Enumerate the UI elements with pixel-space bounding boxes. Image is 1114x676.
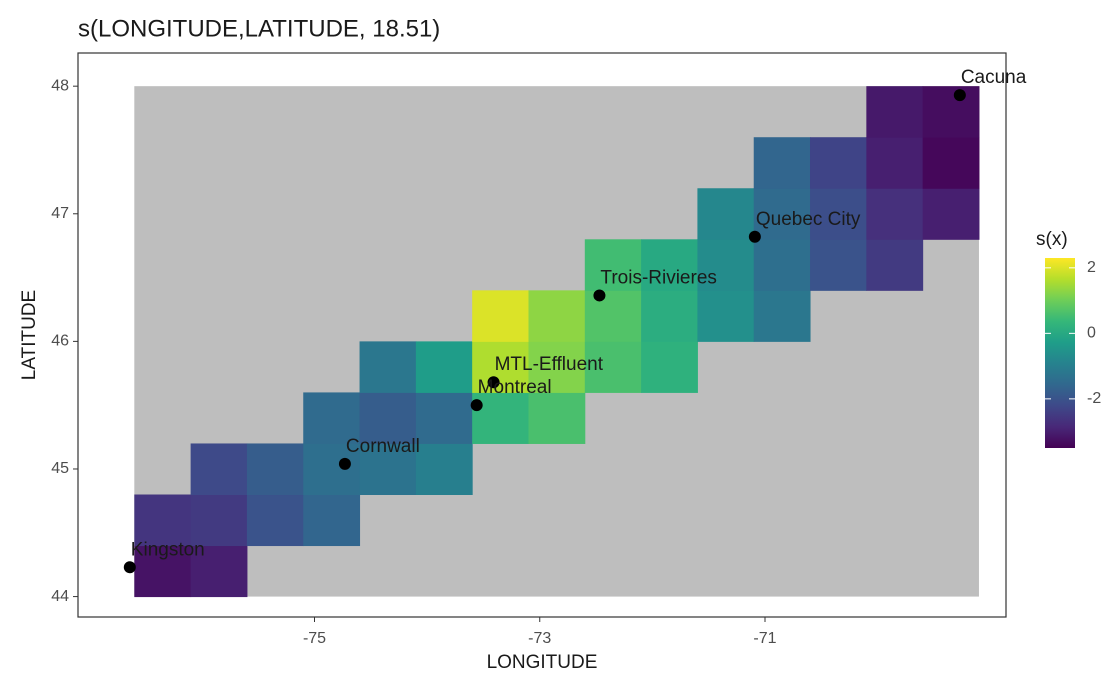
tile: [472, 392, 529, 444]
point: [748, 230, 761, 243]
point: [123, 561, 136, 574]
colorbar-label: 2: [1087, 259, 1096, 276]
tile: [415, 341, 473, 393]
colorbar-label: 0: [1087, 325, 1096, 342]
tile: [753, 137, 811, 189]
tile: [753, 188, 811, 240]
colorbar-label: -2: [1087, 390, 1101, 407]
y-axis-label: LATITUDE: [19, 290, 40, 380]
point: [487, 376, 500, 389]
y-tick-label: 45: [51, 460, 69, 477]
tile: [584, 341, 642, 393]
tile: [922, 86, 980, 138]
x-tick-label: -75: [303, 630, 326, 647]
tile: [472, 290, 529, 342]
tile: [641, 290, 698, 342]
tile: [810, 137, 867, 189]
tile: [866, 86, 924, 138]
y-tick-label: 46: [51, 333, 69, 350]
y-tick-label: 47: [51, 205, 69, 222]
tile: [359, 443, 417, 496]
tile: [528, 290, 586, 342]
point-label: Cacuna: [961, 67, 1027, 88]
tile: [303, 494, 361, 547]
point-label: Montreal: [478, 377, 552, 398]
y-tick-label: 44: [51, 588, 69, 605]
legend-title: s(x): [1036, 229, 1068, 250]
point: [338, 457, 351, 470]
point-label: MTL-Effluent: [495, 354, 604, 375]
tile: [472, 341, 529, 393]
tile: [810, 239, 867, 291]
tile: [528, 341, 586, 393]
tile: [866, 188, 924, 240]
tile: [866, 239, 924, 291]
tile: [753, 290, 811, 342]
point-label: Cornwall: [346, 436, 420, 457]
tile: [359, 341, 417, 393]
tile: [922, 137, 980, 189]
tile: [415, 392, 473, 444]
tile: [810, 188, 867, 240]
tile: [753, 239, 811, 291]
tile: [359, 392, 417, 444]
tile: [190, 443, 248, 496]
panel-border: [77, 52, 1007, 618]
x-axis-label: LONGITUDE: [487, 652, 598, 673]
tile: [584, 290, 642, 342]
point-label: Trois-Rivieres: [600, 267, 716, 288]
tile: [246, 494, 304, 547]
point-label: Quebec City: [756, 209, 861, 230]
tile: [922, 188, 980, 240]
tile: [697, 188, 755, 240]
point: [470, 399, 483, 412]
point: [953, 89, 966, 102]
tile: [415, 443, 473, 496]
tile: [697, 239, 755, 291]
tile: [303, 443, 361, 496]
chart-title: s(LONGITUDE,LATITUDE, 18.51): [78, 15, 440, 42]
tile: [190, 494, 248, 547]
tile: [641, 341, 698, 393]
tile: [303, 392, 361, 444]
x-tick-label: -73: [528, 630, 551, 647]
y-tick-label: 48: [51, 77, 69, 94]
tile: [528, 392, 586, 444]
tile: [134, 545, 192, 598]
tile: [246, 443, 304, 496]
tile: [697, 290, 755, 342]
point: [593, 289, 606, 302]
tile: [190, 545, 248, 598]
tile: [866, 137, 924, 189]
tile: [584, 239, 642, 291]
tile: [134, 494, 192, 547]
x-tick-label: -71: [753, 630, 776, 647]
tile: [641, 239, 698, 291]
colorbar: [1045, 258, 1075, 448]
point-label: Kingston: [131, 539, 205, 560]
